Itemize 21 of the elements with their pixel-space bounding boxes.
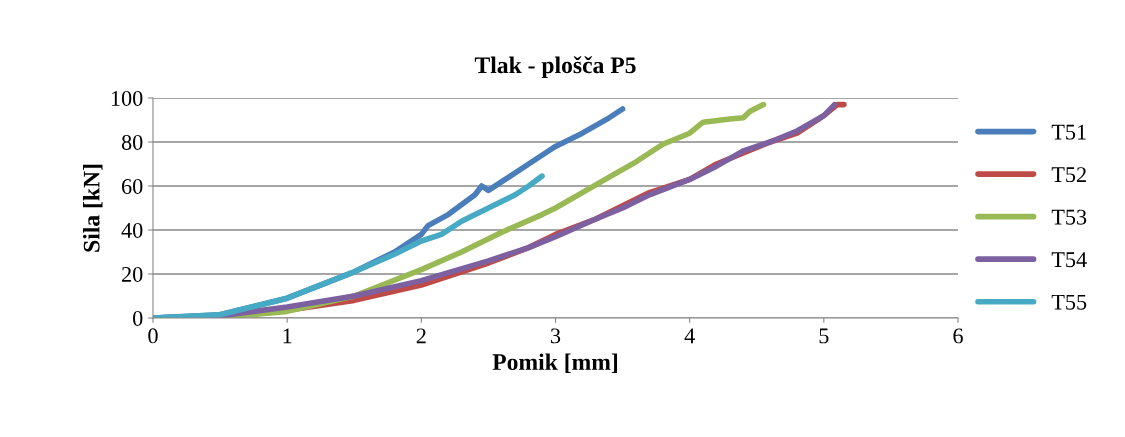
legend-label: T53 (1051, 209, 1087, 225)
x-tick-label: 4 (684, 328, 695, 344)
x-tick-label: 3 (551, 328, 561, 344)
y-tick-label: 40 (121, 222, 143, 238)
y-tick-label: 80 (121, 134, 143, 150)
y-tick-label: 20 (122, 266, 143, 282)
x-tick-label: 0 (148, 328, 158, 344)
y-tick-label: 60 (122, 178, 143, 194)
y-tick-label: 100 (111, 90, 143, 106)
y-axis-title: Sila [kN] (82, 164, 103, 252)
x-tick-label: 1 (283, 328, 292, 344)
legend-label: T54 (1051, 252, 1087, 268)
legend-label: T55 (1051, 294, 1087, 310)
x-tick-label: 2 (416, 328, 426, 344)
y-tick-label: 0 (133, 310, 143, 326)
x-tick-label: 5 (819, 328, 829, 344)
x-axis-title: Pomik [mm] (492, 353, 618, 373)
legend-label: T52 (1051, 167, 1086, 183)
x-tick-label: 6 (953, 328, 963, 344)
legend-label: T51 (1051, 124, 1086, 140)
chart-title: Tlak - plošča P5 (474, 56, 636, 79)
